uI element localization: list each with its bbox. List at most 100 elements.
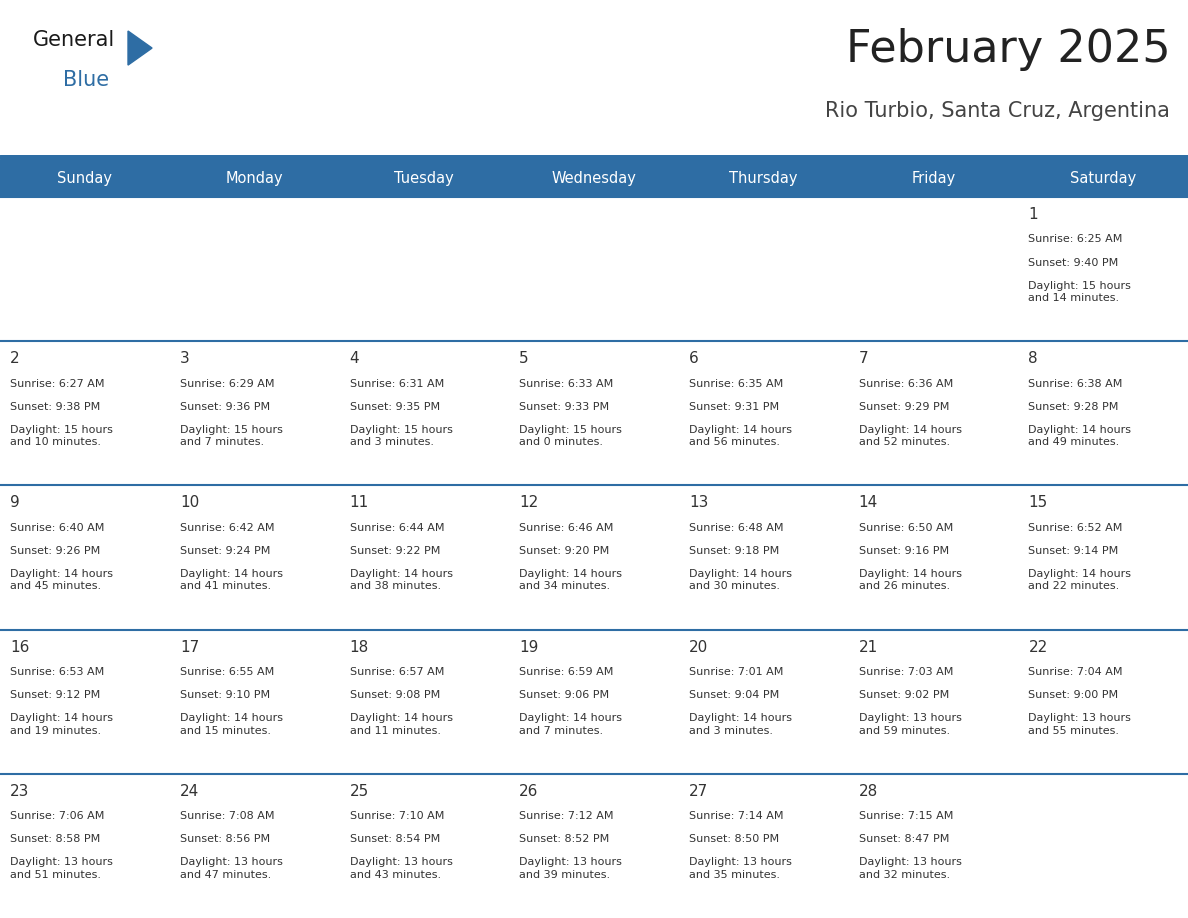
Text: Sunrise: 7:12 AM: Sunrise: 7:12 AM: [519, 812, 614, 822]
Text: Sunset: 8:54 PM: Sunset: 8:54 PM: [349, 834, 440, 845]
Text: 3: 3: [179, 352, 190, 366]
Text: 18: 18: [349, 640, 368, 655]
Text: Sunset: 9:06 PM: Sunset: 9:06 PM: [519, 690, 609, 700]
Text: Daylight: 15 hours
and 0 minutes.: Daylight: 15 hours and 0 minutes.: [519, 425, 623, 447]
Text: Sunset: 9:29 PM: Sunset: 9:29 PM: [859, 402, 949, 412]
Text: Daylight: 14 hours
and 7 minutes.: Daylight: 14 hours and 7 minutes.: [519, 713, 623, 735]
Text: 12: 12: [519, 496, 538, 510]
Text: Daylight: 14 hours
and 19 minutes.: Daylight: 14 hours and 19 minutes.: [11, 713, 113, 735]
Text: Blue: Blue: [63, 70, 109, 90]
Text: Sunrise: 7:04 AM: Sunrise: 7:04 AM: [1029, 667, 1123, 677]
Text: Daylight: 14 hours
and 49 minutes.: Daylight: 14 hours and 49 minutes.: [1029, 425, 1131, 447]
Text: Sunrise: 7:15 AM: Sunrise: 7:15 AM: [859, 812, 953, 822]
Text: Daylight: 13 hours
and 51 minutes.: Daylight: 13 hours and 51 minutes.: [11, 857, 113, 879]
Text: Sunset: 8:50 PM: Sunset: 8:50 PM: [689, 834, 779, 845]
Text: Sunset: 9:26 PM: Sunset: 9:26 PM: [11, 546, 101, 556]
Text: 26: 26: [519, 784, 538, 799]
Text: Sunset: 9:10 PM: Sunset: 9:10 PM: [179, 690, 270, 700]
Text: Sunset: 9:33 PM: Sunset: 9:33 PM: [519, 402, 609, 412]
Text: Daylight: 13 hours
and 35 minutes.: Daylight: 13 hours and 35 minutes.: [689, 857, 792, 879]
Text: Sunset: 9:22 PM: Sunset: 9:22 PM: [349, 546, 440, 556]
Text: Sunset: 9:08 PM: Sunset: 9:08 PM: [349, 690, 440, 700]
Text: Daylight: 13 hours
and 59 minutes.: Daylight: 13 hours and 59 minutes.: [859, 713, 961, 735]
Text: Sunrise: 6:33 AM: Sunrise: 6:33 AM: [519, 379, 613, 388]
Text: 17: 17: [179, 640, 200, 655]
Text: Sunday: Sunday: [57, 171, 113, 185]
Text: Daylight: 14 hours
and 56 minutes.: Daylight: 14 hours and 56 minutes.: [689, 425, 792, 447]
Text: Sunset: 9:14 PM: Sunset: 9:14 PM: [1029, 546, 1119, 556]
Text: General: General: [33, 29, 115, 50]
Text: 25: 25: [349, 784, 368, 799]
Text: Daylight: 14 hours
and 34 minutes.: Daylight: 14 hours and 34 minutes.: [519, 569, 623, 591]
Text: Sunset: 8:52 PM: Sunset: 8:52 PM: [519, 834, 609, 845]
Text: 24: 24: [179, 784, 200, 799]
Text: Daylight: 14 hours
and 41 minutes.: Daylight: 14 hours and 41 minutes.: [179, 569, 283, 591]
Text: Friday: Friday: [911, 171, 955, 185]
Text: Sunset: 9:20 PM: Sunset: 9:20 PM: [519, 546, 609, 556]
Text: Sunrise: 7:03 AM: Sunrise: 7:03 AM: [859, 667, 953, 677]
Text: Sunrise: 7:14 AM: Sunrise: 7:14 AM: [689, 812, 784, 822]
Text: Sunset: 9:12 PM: Sunset: 9:12 PM: [11, 690, 101, 700]
Text: Daylight: 14 hours
and 38 minutes.: Daylight: 14 hours and 38 minutes.: [349, 569, 453, 591]
Text: Sunset: 9:04 PM: Sunset: 9:04 PM: [689, 690, 779, 700]
Text: Sunset: 8:56 PM: Sunset: 8:56 PM: [179, 834, 270, 845]
Text: 2: 2: [11, 352, 20, 366]
Text: 14: 14: [859, 496, 878, 510]
Text: Daylight: 15 hours
and 3 minutes.: Daylight: 15 hours and 3 minutes.: [349, 425, 453, 447]
Text: Rio Turbio, Santa Cruz, Argentina: Rio Turbio, Santa Cruz, Argentina: [826, 101, 1170, 121]
Text: Daylight: 14 hours
and 26 minutes.: Daylight: 14 hours and 26 minutes.: [859, 569, 962, 591]
Text: Sunset: 9:36 PM: Sunset: 9:36 PM: [179, 402, 270, 412]
Text: Sunrise: 6:57 AM: Sunrise: 6:57 AM: [349, 667, 444, 677]
Text: 5: 5: [519, 352, 529, 366]
Text: Thursday: Thursday: [729, 171, 798, 185]
Text: Daylight: 15 hours
and 10 minutes.: Daylight: 15 hours and 10 minutes.: [11, 425, 113, 447]
Text: 16: 16: [11, 640, 30, 655]
Text: Sunset: 9:28 PM: Sunset: 9:28 PM: [1029, 402, 1119, 412]
Text: Daylight: 13 hours
and 39 minutes.: Daylight: 13 hours and 39 minutes.: [519, 857, 623, 879]
Text: Sunrise: 6:31 AM: Sunrise: 6:31 AM: [349, 379, 444, 388]
Text: Wednesday: Wednesday: [551, 171, 637, 185]
Text: Sunset: 8:58 PM: Sunset: 8:58 PM: [11, 834, 101, 845]
Text: 1: 1: [1029, 207, 1038, 222]
Text: 8: 8: [1029, 352, 1038, 366]
Text: 11: 11: [349, 496, 368, 510]
Text: 6: 6: [689, 352, 699, 366]
Text: Sunrise: 6:29 AM: Sunrise: 6:29 AM: [179, 379, 274, 388]
Text: Sunset: 9:16 PM: Sunset: 9:16 PM: [859, 546, 949, 556]
Text: Sunrise: 6:55 AM: Sunrise: 6:55 AM: [179, 667, 274, 677]
Text: Sunset: 9:00 PM: Sunset: 9:00 PM: [1029, 690, 1119, 700]
Text: Daylight: 14 hours
and 11 minutes.: Daylight: 14 hours and 11 minutes.: [349, 713, 453, 735]
Text: Sunset: 9:35 PM: Sunset: 9:35 PM: [349, 402, 440, 412]
Text: Daylight: 14 hours
and 52 minutes.: Daylight: 14 hours and 52 minutes.: [859, 425, 962, 447]
Text: Sunrise: 6:48 AM: Sunrise: 6:48 AM: [689, 523, 784, 532]
Text: Daylight: 13 hours
and 55 minutes.: Daylight: 13 hours and 55 minutes.: [1029, 713, 1131, 735]
Text: Sunrise: 6:25 AM: Sunrise: 6:25 AM: [1029, 234, 1123, 244]
Text: Saturday: Saturday: [1070, 171, 1136, 185]
Text: Sunrise: 7:08 AM: Sunrise: 7:08 AM: [179, 812, 274, 822]
Text: Sunset: 9:31 PM: Sunset: 9:31 PM: [689, 402, 779, 412]
Text: 28: 28: [859, 784, 878, 799]
Text: Sunset: 8:47 PM: Sunset: 8:47 PM: [859, 834, 949, 845]
Text: 27: 27: [689, 784, 708, 799]
Text: 9: 9: [11, 496, 20, 510]
Text: Daylight: 14 hours
and 22 minutes.: Daylight: 14 hours and 22 minutes.: [1029, 569, 1131, 591]
Text: Sunrise: 6:27 AM: Sunrise: 6:27 AM: [11, 379, 105, 388]
Text: Monday: Monday: [226, 171, 284, 185]
Text: Sunrise: 6:50 AM: Sunrise: 6:50 AM: [859, 523, 953, 532]
Text: 4: 4: [349, 352, 359, 366]
Text: 15: 15: [1029, 496, 1048, 510]
Text: 19: 19: [519, 640, 538, 655]
Text: Sunrise: 6:59 AM: Sunrise: 6:59 AM: [519, 667, 614, 677]
Text: Sunset: 9:18 PM: Sunset: 9:18 PM: [689, 546, 779, 556]
Text: Daylight: 15 hours
and 7 minutes.: Daylight: 15 hours and 7 minutes.: [179, 425, 283, 447]
Text: Daylight: 14 hours
and 3 minutes.: Daylight: 14 hours and 3 minutes.: [689, 713, 792, 735]
Text: Daylight: 14 hours
and 45 minutes.: Daylight: 14 hours and 45 minutes.: [11, 569, 113, 591]
Text: Sunrise: 6:38 AM: Sunrise: 6:38 AM: [1029, 379, 1123, 388]
Text: Sunrise: 6:35 AM: Sunrise: 6:35 AM: [689, 379, 783, 388]
Text: Sunset: 9:38 PM: Sunset: 9:38 PM: [11, 402, 101, 412]
Text: Sunrise: 7:10 AM: Sunrise: 7:10 AM: [349, 812, 444, 822]
Text: Sunrise: 7:01 AM: Sunrise: 7:01 AM: [689, 667, 783, 677]
Text: Daylight: 15 hours
and 14 minutes.: Daylight: 15 hours and 14 minutes.: [1029, 281, 1131, 303]
Text: 7: 7: [859, 352, 868, 366]
Text: 20: 20: [689, 640, 708, 655]
